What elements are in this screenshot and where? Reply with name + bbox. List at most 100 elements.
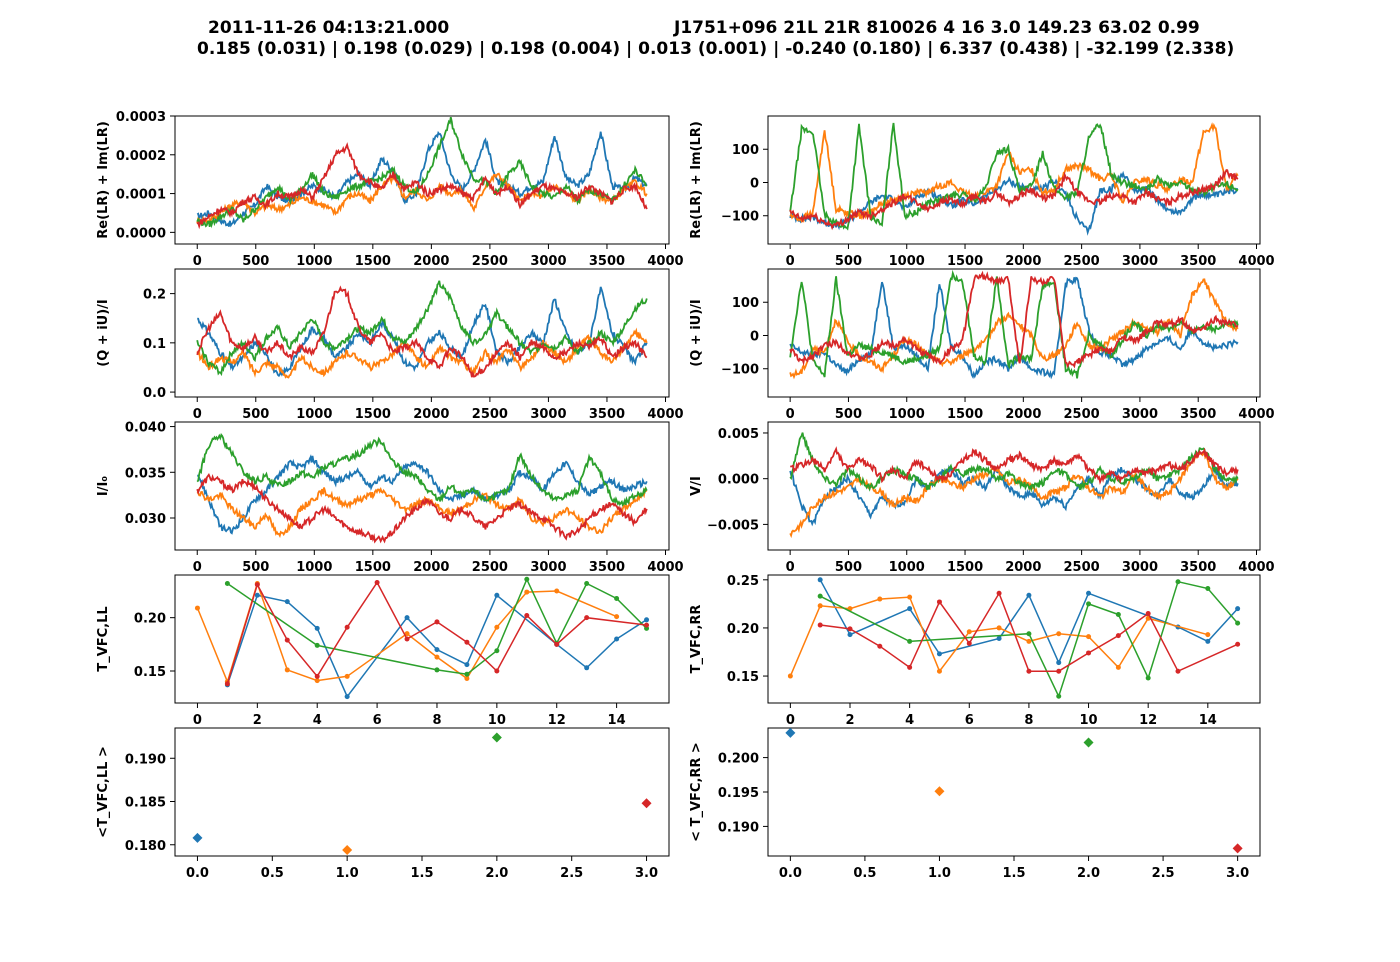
plot-area [787, 577, 1241, 699]
y-tick-label: 0.0000 [116, 226, 166, 241]
y-axis-label: < T_VFC,RR > [689, 742, 704, 842]
y-axis-label: (Q + iU)/I [96, 299, 111, 366]
axes-frame [767, 268, 1261, 398]
series-point [644, 622, 650, 628]
series-line-1 [789, 464, 1239, 527]
y-tick-label: 100 [732, 296, 759, 311]
series-line-4 [789, 169, 1239, 231]
series-point [464, 675, 470, 681]
plot-area [789, 269, 1239, 380]
series-point [936, 599, 942, 605]
series-point [936, 651, 942, 657]
series-point [494, 648, 500, 654]
x-tick-label: 3500 [589, 560, 625, 575]
x-tick-label: 3500 [1180, 560, 1216, 575]
series-point [524, 613, 530, 619]
y-tick-label: 0.190 [718, 820, 759, 835]
x-tick-label: 1000 [889, 560, 925, 575]
x-tick-label: 500 [242, 254, 269, 269]
x-tick-label: 2500 [472, 254, 508, 269]
series-point [464, 671, 470, 677]
axes-frame [767, 115, 1261, 245]
x-tick-label: 3.0 [635, 866, 658, 881]
x-tick-label: 2000 [1005, 254, 1041, 269]
y-tick-label: 0.15 [134, 665, 166, 680]
x-tick-label: 2000 [413, 407, 449, 422]
axes-frame [174, 115, 670, 245]
x-tick-label: 1000 [296, 407, 332, 422]
diamond-marker-4 [1232, 843, 1243, 854]
y-tick-label: 0.0003 [116, 110, 166, 125]
axes-frame [174, 574, 670, 704]
y-tick-label: 0.25 [727, 574, 759, 589]
header-source-info: J1751+096 21L 21R 810026 4 16 3.0 149.23… [674, 18, 1200, 38]
series-point [224, 681, 230, 687]
x-tick-label: 6 [373, 713, 382, 728]
series-point [314, 678, 320, 684]
plot-area [789, 122, 1239, 236]
x-tick-label: 2000 [1005, 407, 1041, 422]
series-point [817, 593, 823, 599]
plot-area [196, 280, 648, 379]
series-line-2 [789, 122, 1239, 224]
diamond-marker-2 [934, 786, 945, 797]
x-tick-label: 0 [193, 407, 202, 422]
series-point [404, 636, 410, 642]
series-point [344, 624, 350, 630]
x-tick-label: 1000 [889, 407, 925, 422]
series-line-2 [196, 172, 648, 226]
y-axis-label: <T_VFC,LL > [96, 746, 111, 838]
series-point [314, 673, 320, 679]
x-tick-label: 3500 [589, 407, 625, 422]
series-point [907, 638, 913, 644]
x-tick-label: 500 [835, 407, 862, 422]
x-tick-label: 2 [845, 713, 854, 728]
series-line-4 [789, 270, 1239, 369]
x-tick-label: 1500 [355, 254, 391, 269]
series-point [1086, 634, 1092, 640]
series-point [1145, 675, 1151, 681]
x-tick-label: 0 [786, 254, 795, 269]
series-point [1205, 638, 1211, 644]
series-point [614, 636, 620, 642]
x-tick-label: 4 [313, 713, 322, 728]
series-point [1205, 585, 1211, 591]
y-tick-label: 0.190 [125, 752, 166, 767]
x-tick-label: 0 [786, 407, 795, 422]
series-point [584, 581, 590, 587]
series-point [224, 581, 230, 587]
series-point [996, 636, 1002, 642]
x-tick-label: 3000 [1122, 560, 1158, 575]
series-point [434, 654, 440, 660]
series-line-4 [820, 591, 1238, 673]
plot-area [196, 117, 648, 230]
y-axis-label: (Q + iU)/I [689, 299, 704, 366]
x-tick-label: 0 [193, 254, 202, 269]
series-line-3 [819, 580, 1239, 699]
y-tick-label: 0.195 [718, 786, 759, 801]
series-point [996, 590, 1002, 596]
x-tick-label: 1.5 [1002, 866, 1025, 881]
x-tick-label: 2500 [1064, 407, 1100, 422]
series-line-4 [790, 446, 1239, 486]
series-point [907, 606, 913, 612]
series-point [1026, 592, 1032, 598]
series-point [644, 617, 650, 623]
subplot-p2: 0 500 1000 1500 2000 2500 3000 3500 4000 −100 0 100… [689, 115, 1275, 269]
axes-frame [767, 574, 1261, 704]
y-tick-label: −0.005 [707, 518, 759, 533]
series-point [1145, 610, 1151, 616]
x-tick-label: 2.0 [485, 866, 508, 881]
series-point [434, 619, 440, 625]
series-point [254, 582, 260, 588]
x-tick-label: 1.0 [336, 866, 359, 881]
series-point [434, 667, 440, 673]
header-timestamp: 2011-11-26 04:13:21.000 [208, 18, 450, 38]
series-point [877, 643, 883, 649]
y-tick-label: 0.185 [125, 796, 166, 811]
x-tick-label: 4 [905, 713, 914, 728]
series-point [817, 577, 823, 583]
series-point [936, 668, 942, 674]
